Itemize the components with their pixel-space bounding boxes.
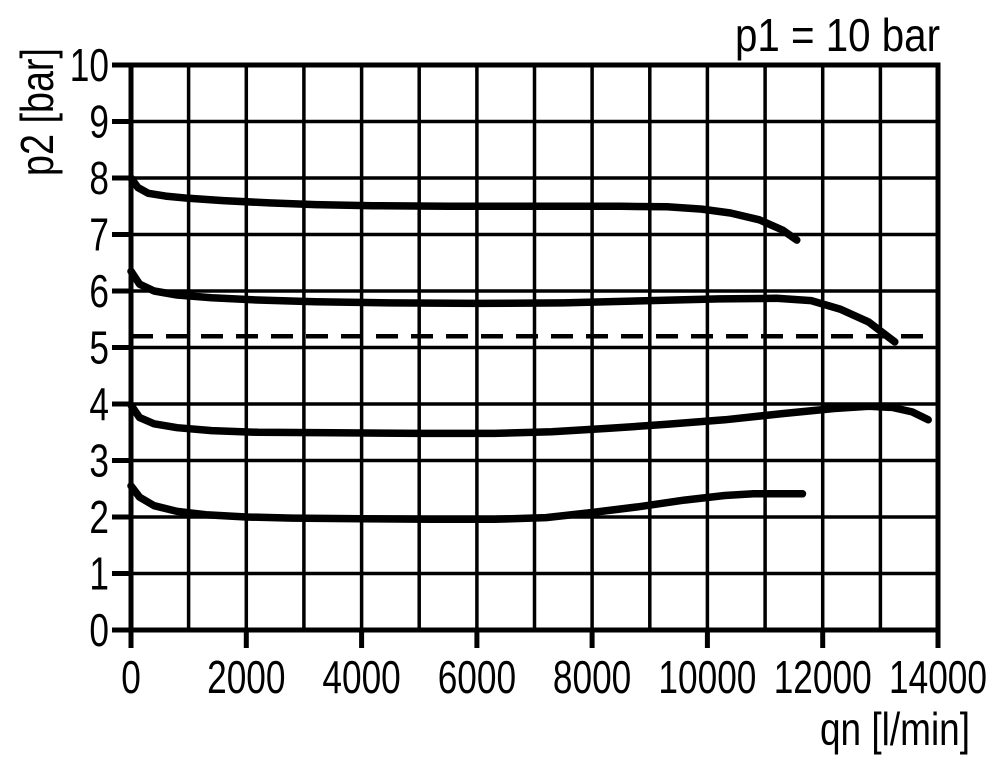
flow-curve-curve-start-6.3-bar [127,267,899,346]
y-tick-label: 9 [89,96,109,148]
x-tick-label: 4000 [322,651,400,703]
x-tick-label: 6000 [438,651,516,703]
y-tick-label: 4 [89,378,109,430]
flow-curve-curve-start-2.5-bar [127,482,807,524]
y-tick-label: 1 [89,548,109,600]
y-axis-label: p2 [bar] [11,48,63,176]
x-tick-label: 14000 [889,651,987,703]
x-tick-label: 8000 [553,651,631,703]
y-tick-label: 7 [89,209,109,261]
grid-layer [131,65,938,630]
x-axis-label: qn [l/min] [820,703,970,755]
y-tick-label: 5 [89,322,109,374]
x-tick-label: 10000 [658,651,756,703]
y-tick-label: 0 [89,604,109,656]
x-tick-label: 2000 [207,651,285,703]
y-tick-label: 8 [89,152,109,204]
curve-layer [127,174,932,524]
flow-curve-curve-start-4.0-bar [127,401,932,438]
flow-curve-curve-start-8.0-bar [127,174,801,244]
tick-layer [112,62,941,648]
y-tick-label: 3 [89,435,109,487]
x-tick-label: 0 [121,651,141,703]
y-tick-label: 10 [70,39,109,91]
y-tick-label: 2 [89,491,109,543]
chart-title: p1 = 10 bar [735,9,940,61]
y-tick-label: 6 [89,265,109,317]
x-tick-label: 12000 [774,651,872,703]
